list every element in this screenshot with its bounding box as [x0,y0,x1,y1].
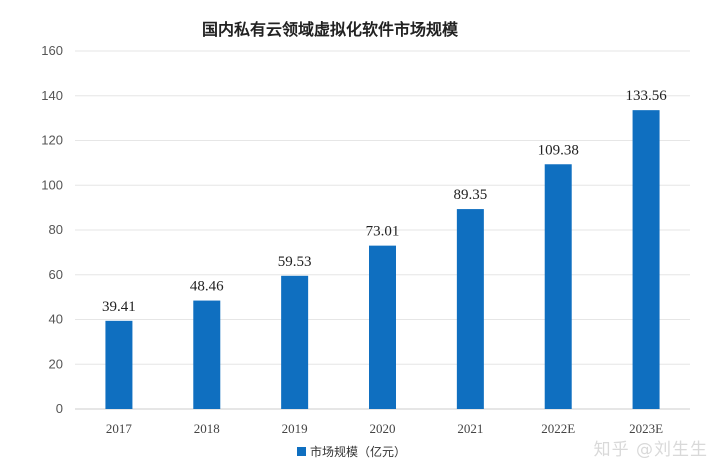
y-tick-label: 20 [49,356,63,371]
y-tick-label: 40 [49,312,63,327]
y-tick-label: 140 [41,88,63,103]
legend-label: 市场规模（亿元） [310,444,406,459]
bar-2023E [632,110,660,410]
bar-2021 [456,209,484,409]
data-label: 48.46 [190,279,224,295]
bar-2018 [193,300,221,409]
y-tick-label: 120 [41,133,63,148]
watermark: 知乎 @刘生生 [593,440,708,460]
y-tick-label: 160 [41,43,63,58]
x-tick-label: 2020 [370,421,396,436]
x-tick-label: 2018 [194,421,220,436]
y-axis-ticks: 0 20 40 60 80 100 120 140 160 [41,43,63,416]
x-tick-label: 2017 [106,421,133,436]
legend-swatch [297,447,306,456]
data-label: 59.53 [278,254,312,270]
data-label: 133.56 [625,88,667,104]
data-labels: 39.41 48.46 59.53 73.01 89.35 109.38 133.56 [102,88,667,315]
bar-2020 [369,245,396,409]
y-tick-label: 60 [49,267,63,282]
x-tick-label: 2021 [457,421,483,436]
legend: 市场规模（亿元） [297,444,406,459]
bar-2022E [544,164,572,409]
y-tick-label: 100 [41,177,63,192]
x-tick-label: 2019 [282,421,308,436]
x-axis-ticks: 2017 2018 2019 2020 2021 2022E 2023E [106,421,663,436]
y-tick-label: 80 [49,222,63,237]
data-label: 39.41 [102,299,136,315]
data-label: 109.38 [538,142,579,158]
bar-2017 [105,320,133,409]
bars [105,110,660,410]
y-tick-label: 0 [56,401,63,416]
x-tick-label: 2022E [541,421,575,436]
bar-2019 [281,275,309,409]
chart-title: 国内私有云领域虚拟化软件市场规模 [202,20,459,39]
data-label: 89.35 [453,187,487,203]
gridlines [75,50,690,410]
data-label: 73.01 [366,224,400,240]
x-tick-label: 2023E [629,421,663,436]
